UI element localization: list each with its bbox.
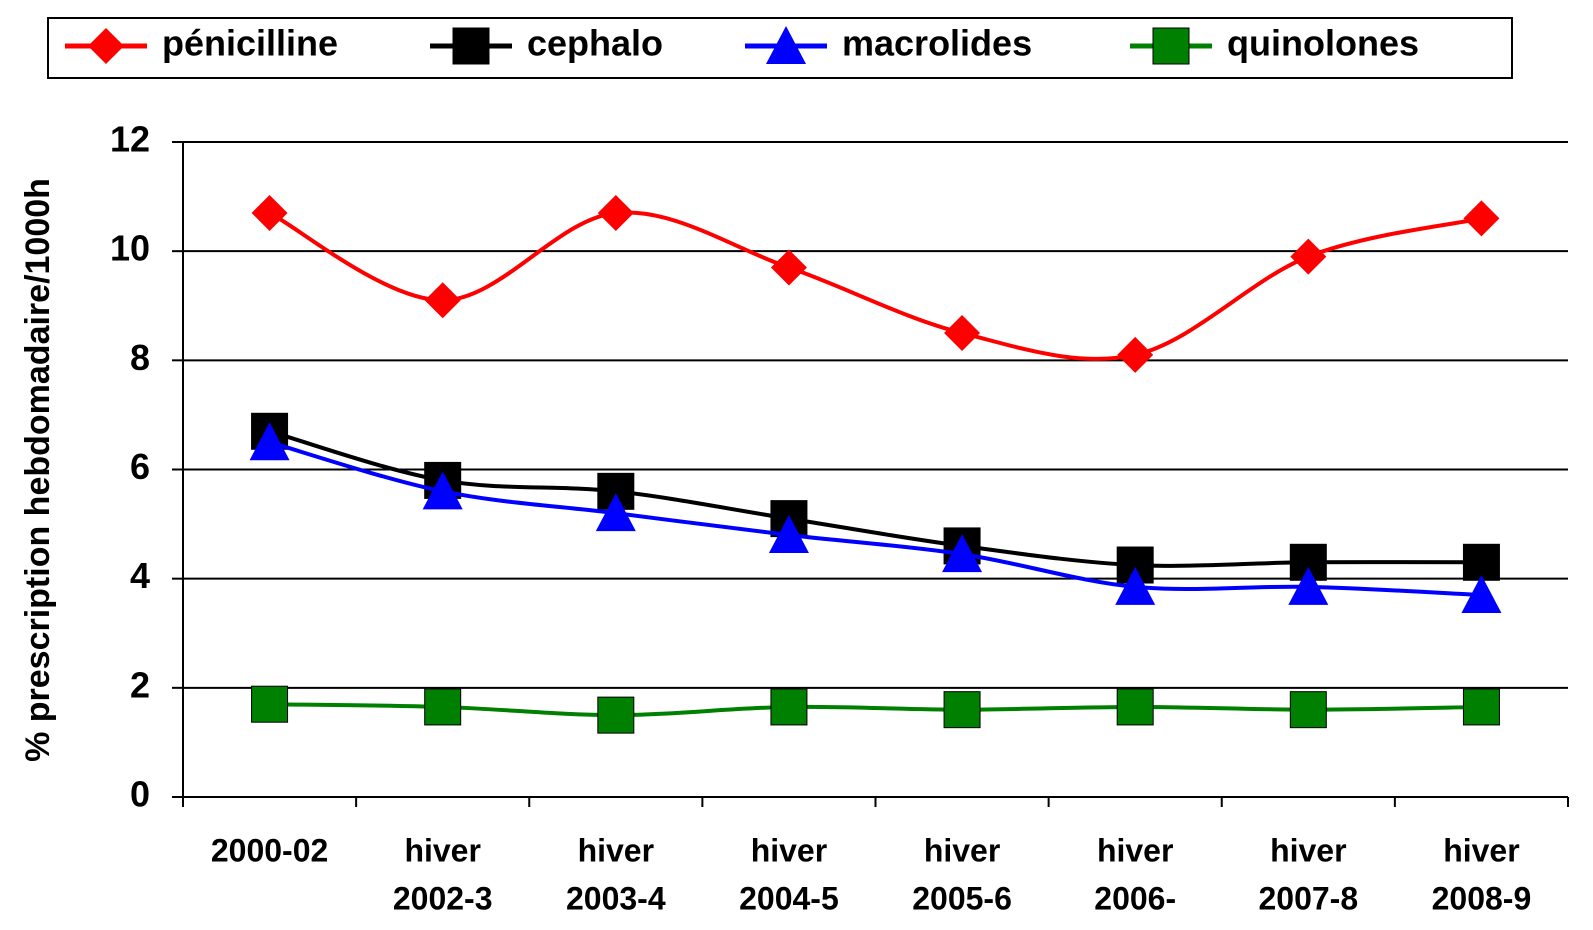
data-point xyxy=(942,534,983,573)
y-tick-label: 0 xyxy=(130,774,150,815)
x-tick-label: hiver xyxy=(1097,832,1173,868)
data-point xyxy=(597,696,635,734)
x-tick-label: 2005-6 xyxy=(912,880,1012,916)
series-line xyxy=(269,440,1482,598)
data-point xyxy=(1290,238,1327,275)
x-tick-label: 2007-8 xyxy=(1258,880,1358,916)
x-tick-label: hiver xyxy=(924,832,1000,868)
legend-label: pénicilline xyxy=(162,23,338,64)
data-point xyxy=(1117,336,1154,373)
y-tick-label: 4 xyxy=(130,555,150,596)
legend-marker xyxy=(452,27,490,65)
x-tick-label: hiver xyxy=(1270,832,1346,868)
data-point xyxy=(249,422,290,461)
legend-label: quinolones xyxy=(1227,23,1419,64)
legend-marker xyxy=(766,26,806,64)
legend-marker xyxy=(1152,27,1190,65)
x-tick-label: 2008-9 xyxy=(1432,880,1532,916)
data-point xyxy=(770,688,808,726)
data-point xyxy=(1289,691,1327,729)
x-tick-label: 2000-02 xyxy=(211,832,328,868)
data-point xyxy=(1116,688,1154,726)
x-tick-label: hiver xyxy=(751,832,827,868)
y-tick-label: 12 xyxy=(110,119,150,160)
data-point xyxy=(422,471,463,510)
x-tick-label: 2002-3 xyxy=(393,880,493,916)
data-point xyxy=(251,194,288,231)
legend-marker xyxy=(88,28,124,64)
series-line xyxy=(269,702,1482,718)
y-tick-label: 2 xyxy=(130,664,150,705)
data-point xyxy=(943,691,981,729)
x-tick-label: 2003-4 xyxy=(566,880,666,916)
x-tick-label: hiver xyxy=(1443,832,1519,868)
legend-label: cephalo xyxy=(527,23,663,64)
data-point xyxy=(1462,688,1500,726)
data-point xyxy=(597,194,634,231)
data-point xyxy=(424,282,461,319)
data-point xyxy=(1462,543,1500,581)
x-tick-label: hiver xyxy=(404,832,480,868)
data-point xyxy=(768,515,809,553)
y-axis-label: % prescription hebdomadaire/1000h xyxy=(19,178,57,762)
data-point xyxy=(251,685,289,723)
data-point xyxy=(1115,566,1156,605)
data-point xyxy=(424,688,462,726)
y-tick-label: 10 xyxy=(110,228,150,269)
legend-label: macrolides xyxy=(842,23,1032,64)
data-point xyxy=(770,249,807,286)
data-point xyxy=(944,315,981,352)
x-tick-label: 2004-5 xyxy=(739,880,839,916)
x-tick-label: hiver xyxy=(578,832,654,868)
y-tick-label: 6 xyxy=(130,446,150,487)
data-point xyxy=(1461,575,1502,614)
series-line xyxy=(268,210,1482,361)
data-point xyxy=(1288,566,1329,605)
y-tick-label: 8 xyxy=(130,337,150,378)
data-point xyxy=(595,493,636,532)
data-point xyxy=(1463,200,1500,237)
x-tick-label: 2006- xyxy=(1094,880,1176,916)
series-line xyxy=(269,429,1482,568)
